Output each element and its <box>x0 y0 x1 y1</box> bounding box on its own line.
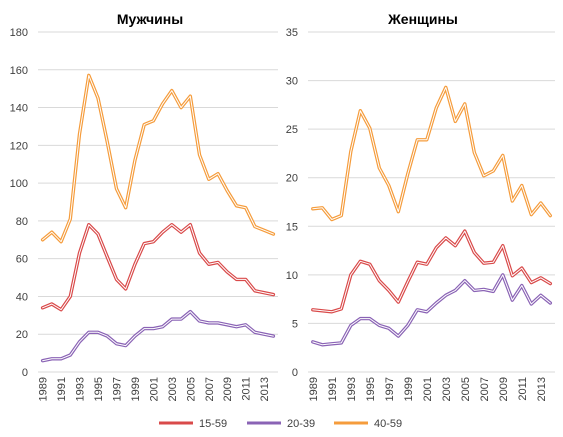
series-line-outer <box>40 309 276 363</box>
x-tick-label: 1997 <box>111 377 123 401</box>
x-tick-label: 1995 <box>365 377 377 401</box>
series-20-39 <box>40 309 276 363</box>
x-tick-label: 2001 <box>148 377 160 401</box>
y-tick-label: 0 <box>22 367 28 379</box>
x-tick-label: 1991 <box>56 377 68 401</box>
x-tick-label: 1995 <box>93 377 105 401</box>
x-tick-label: 1999 <box>403 377 415 401</box>
legend-label: 40-59 <box>374 418 402 430</box>
gridlines <box>38 31 278 373</box>
chart-title: Мужчины <box>117 11 183 27</box>
x-tick-label: 2003 <box>167 377 179 401</box>
y-axis: 0 5 10 15 20 25 30 35 <box>286 27 298 379</box>
x-tick-label: 2005 <box>185 377 197 401</box>
x-tick-label: 1993 <box>75 377 87 401</box>
x-tick-label: 2013 <box>536 377 548 401</box>
y-tick-label: 80 <box>16 216 28 228</box>
chart-title: Женщины <box>387 11 458 27</box>
series-line-inner <box>312 230 551 313</box>
series-40-59 <box>40 73 276 244</box>
x-tick-label: 1989 <box>308 377 320 401</box>
y-tick-label: 40 <box>16 291 28 303</box>
y-tick-label: 30 <box>286 76 298 88</box>
y-tick-label: 35 <box>286 27 298 39</box>
y-tick-label: 20 <box>286 173 298 185</box>
x-tick-label: 1993 <box>346 377 358 401</box>
series-20-39 <box>311 273 552 347</box>
x-axis: 1989 1991 1993 1995 1997 1999 2001 2003 2005 2007… <box>308 377 548 401</box>
x-tick-label: 2009 <box>498 377 510 401</box>
y-tick-label: 180 <box>10 27 28 39</box>
x-tick-label: 2011 <box>241 377 253 401</box>
legend-label: 20-39 <box>287 418 315 430</box>
x-tick-label: 1999 <box>130 377 142 401</box>
series-line-outer <box>311 229 552 314</box>
x-tick-label: 1991 <box>327 377 339 401</box>
x-tick-label: 2001 <box>422 377 434 401</box>
y-tick-label: 20 <box>16 329 28 341</box>
y-tick-label: 60 <box>16 254 28 266</box>
legend-item: 20-39 <box>247 418 315 430</box>
x-tick-label: 2007 <box>204 377 216 401</box>
x-tick-label: 1997 <box>384 377 396 401</box>
x-tick-label: 2009 <box>222 377 234 401</box>
y-tick-label: 120 <box>10 140 28 152</box>
series-line-inner <box>42 224 274 311</box>
chart-panel-men: Мужчины 0 20 40 60 80 100 120 140 160 180 1989 1991… <box>10 11 278 401</box>
y-tick-label: 140 <box>10 103 28 115</box>
legend-item: 15-59 <box>159 418 227 430</box>
x-tick-label: 2011 <box>517 377 529 401</box>
series-line-outer <box>311 85 552 222</box>
legend: 15-59 20-39 40-59 <box>159 418 402 430</box>
series-line-inner <box>312 86 551 220</box>
x-tick-label: 2013 <box>259 377 271 401</box>
y-tick-label: 25 <box>286 124 298 136</box>
y-tick-label: 0 <box>292 367 298 379</box>
x-tick-label: 1989 <box>38 377 50 401</box>
x-tick-label: 2007 <box>479 377 491 401</box>
x-tick-label: 2003 <box>441 377 453 401</box>
gridlines <box>308 31 555 373</box>
series-line-inner <box>312 274 551 346</box>
series-line-inner <box>42 74 274 243</box>
y-tick-label: 100 <box>10 178 28 190</box>
x-axis: 1989 1991 1993 1995 1997 1999 2001 2003 2005 2007… <box>38 377 272 401</box>
series-40-59 <box>311 85 552 222</box>
series-line-inner <box>42 311 274 362</box>
x-tick-label: 2005 <box>460 377 472 401</box>
y-axis: 0 20 40 60 80 100 120 140 160 180 <box>10 27 28 379</box>
legend-item: 40-59 <box>334 418 402 430</box>
legend-label: 15-59 <box>199 418 227 430</box>
y-tick-label: 10 <box>286 270 298 282</box>
series-15-59 <box>311 229 552 314</box>
series-15-59 <box>40 222 276 312</box>
y-tick-label: 15 <box>286 221 298 233</box>
y-tick-label: 5 <box>292 318 298 330</box>
y-tick-label: 160 <box>10 65 28 77</box>
